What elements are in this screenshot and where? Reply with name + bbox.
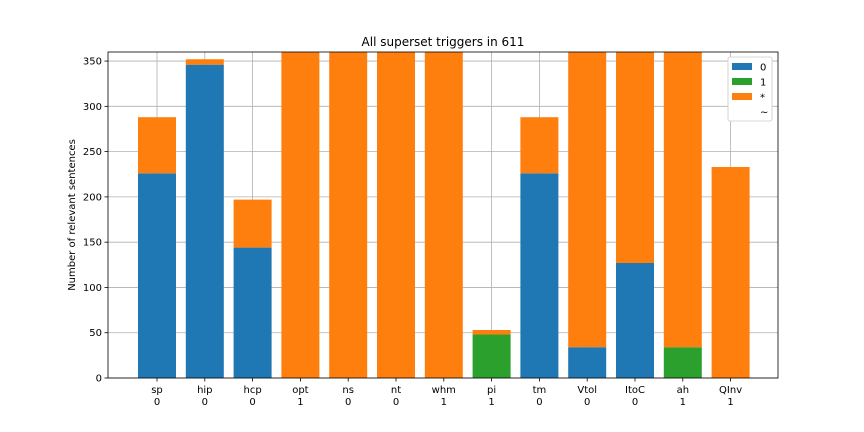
legend-label: 1 xyxy=(760,78,766,89)
bars xyxy=(138,52,750,378)
x-tick-label: hcp 0 xyxy=(244,385,262,408)
bar-segment xyxy=(185,59,224,65)
bar-segment xyxy=(281,52,320,378)
y-tick-label: 200 xyxy=(83,192,102,203)
y-axis: 0 50 100 150 200 250 300 350 xyxy=(83,57,108,385)
chart-title: All superset triggers in 611 xyxy=(362,35,525,49)
legend-swatch xyxy=(732,63,752,70)
x-tick-label: ns 0 xyxy=(342,385,354,408)
bar-segment xyxy=(711,167,750,378)
legend-label: * xyxy=(760,93,765,104)
x-tick-label: pi 1 xyxy=(487,385,496,408)
bar-segment xyxy=(138,117,176,174)
y-tick-label: 250 xyxy=(83,147,102,158)
bar-segment xyxy=(568,52,607,348)
bar-segment xyxy=(568,347,607,378)
bar-segment xyxy=(138,173,176,378)
x-tick-label: QInv 1 xyxy=(719,385,742,408)
x-tick-label: tm 0 xyxy=(533,385,547,408)
y-tick-label: 300 xyxy=(83,102,102,113)
x-axis: sp 0 hip 0 hcp 0 opt 1 ns 0 nt 0 whm 1 pi 1 tm 0 Vtol 0 ItoC… xyxy=(151,378,742,408)
x-tick-label: ah 1 xyxy=(677,385,689,408)
bar-segment xyxy=(233,199,272,248)
legend-swatch xyxy=(732,93,752,100)
bar-segment xyxy=(520,117,559,174)
x-tick-label: ItoC 0 xyxy=(625,385,645,408)
x-tick-label: whm 1 xyxy=(432,385,456,408)
legend-label: ~ xyxy=(760,108,768,119)
bar-segment xyxy=(233,247,272,378)
bar-segment xyxy=(377,52,415,378)
y-tick-label: 100 xyxy=(83,283,102,294)
bar-segment xyxy=(520,173,559,378)
x-tick-label: nt 0 xyxy=(391,385,401,408)
bar-segment xyxy=(472,330,511,335)
x-tick-label: Vtol 0 xyxy=(577,385,597,408)
bar-segment xyxy=(185,64,224,378)
bar-segment xyxy=(329,52,368,378)
bar-segment xyxy=(424,52,463,378)
legend-swatch xyxy=(732,78,752,85)
bar-segment xyxy=(663,52,702,348)
bar-segment xyxy=(616,262,654,378)
bar-segment xyxy=(663,347,702,378)
bar-segment xyxy=(616,52,654,263)
x-tick-label: hip 0 xyxy=(197,385,212,408)
plot-frame xyxy=(107,51,779,379)
y-axis-label: Number of relevant sentences xyxy=(67,139,78,291)
bar-segment xyxy=(472,334,511,378)
x-tick-label: opt 1 xyxy=(292,385,308,408)
legend: 0 1 * ~ xyxy=(727,56,773,122)
legend-box xyxy=(727,56,773,122)
y-tick-label: 350 xyxy=(83,57,102,68)
y-tick-label: 0 xyxy=(96,374,102,385)
x-tick-label: sp 0 xyxy=(151,385,163,408)
legend-swatch xyxy=(732,108,752,115)
y-tick-label: 150 xyxy=(83,238,102,249)
y-tick-label: 50 xyxy=(89,328,102,339)
legend-label: 0 xyxy=(760,63,766,74)
